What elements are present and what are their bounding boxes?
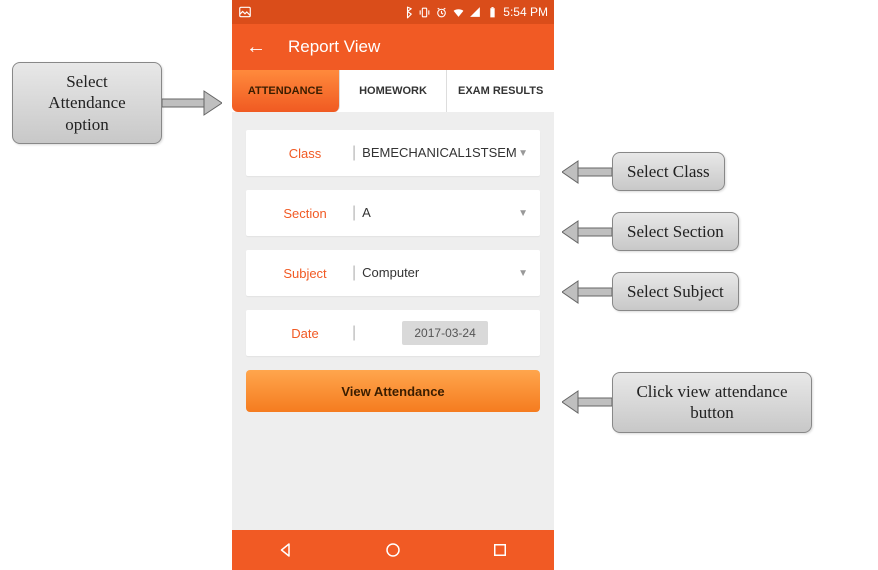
wifi-icon — [452, 6, 465, 19]
callout-text: Select Section — [612, 212, 739, 251]
date-label: Date — [258, 326, 352, 341]
callout-section: Select Section — [562, 212, 739, 251]
callout-subject: Select Subject — [562, 272, 739, 311]
class-label: Class — [258, 146, 352, 161]
chevron-down-icon: ▼ — [518, 148, 528, 159]
subject-label: Subject — [258, 266, 352, 281]
status-bar: 5:54 PM — [232, 0, 554, 24]
vibrate-icon — [418, 6, 431, 19]
nav-recent-icon[interactable] — [491, 541, 509, 559]
date-value: 2017-03-24 — [402, 321, 487, 345]
chevron-down-icon: ▼ — [518, 208, 528, 219]
date-picker[interactable]: Date | 2017-03-24 — [246, 310, 540, 356]
nav-back-icon[interactable] — [277, 541, 295, 559]
separator: | — [352, 264, 356, 282]
chevron-down-icon: ▼ — [518, 268, 528, 279]
app-header: ← Report View — [232, 24, 554, 70]
callout-text: Select Attendance option — [12, 62, 162, 144]
tabs: ATTENDANCE HOMEWORK EXAM RESULTS — [232, 70, 554, 112]
battery-icon — [486, 6, 499, 19]
callout-text: Select Subject — [612, 272, 739, 311]
status-left — [238, 5, 252, 19]
arrow-left-icon — [562, 279, 612, 305]
date-value-wrap: 2017-03-24 — [362, 321, 528, 345]
class-dropdown[interactable]: Class | BEMECHANICAL1STSEM ▼ — [246, 130, 540, 176]
tab-homework[interactable]: HOMEWORK — [340, 70, 448, 112]
separator: | — [352, 204, 356, 222]
separator: | — [352, 324, 356, 342]
separator: | — [352, 144, 356, 162]
arrow-left-icon — [562, 389, 612, 415]
bluetooth-icon — [401, 6, 414, 19]
section-label: Section — [258, 206, 352, 221]
content-area: Class | BEMECHANICAL1STSEM ▼ Section | A… — [232, 112, 554, 530]
page-title: Report View — [288, 37, 380, 57]
tab-exam-results[interactable]: EXAM RESULTS — [447, 70, 554, 112]
signal-icon — [469, 6, 482, 19]
view-attendance-button[interactable]: View Attendance — [246, 370, 540, 412]
callout-view-button: Click view attendance button — [562, 372, 812, 433]
section-value: A — [362, 205, 518, 221]
back-icon[interactable]: ← — [246, 36, 266, 59]
alarm-icon — [435, 6, 448, 19]
callout-class: Select Class — [562, 152, 725, 191]
android-nav-bar — [232, 530, 554, 570]
subject-dropdown[interactable]: Subject | Computer ▼ — [246, 250, 540, 296]
class-value: BEMECHANICAL1STSEM — [362, 145, 518, 161]
subject-value: Computer — [362, 265, 518, 281]
callout-attendance-tab: Select Attendance option — [12, 62, 222, 144]
arrow-left-icon — [562, 219, 612, 245]
status-time: 5:54 PM — [503, 5, 548, 19]
tab-attendance[interactable]: ATTENDANCE — [232, 70, 340, 112]
status-right: 5:54 PM — [401, 5, 548, 19]
callout-text: Click view attendance button — [612, 372, 812, 433]
nav-home-icon[interactable] — [384, 541, 402, 559]
image-icon — [238, 5, 252, 19]
arrow-right-icon — [162, 89, 222, 117]
phone-frame: 5:54 PM ← Report View ATTENDANCE HOMEWOR… — [232, 0, 554, 570]
arrow-left-icon — [562, 159, 612, 185]
callout-text: Select Class — [612, 152, 725, 191]
section-dropdown[interactable]: Section | A ▼ — [246, 190, 540, 236]
